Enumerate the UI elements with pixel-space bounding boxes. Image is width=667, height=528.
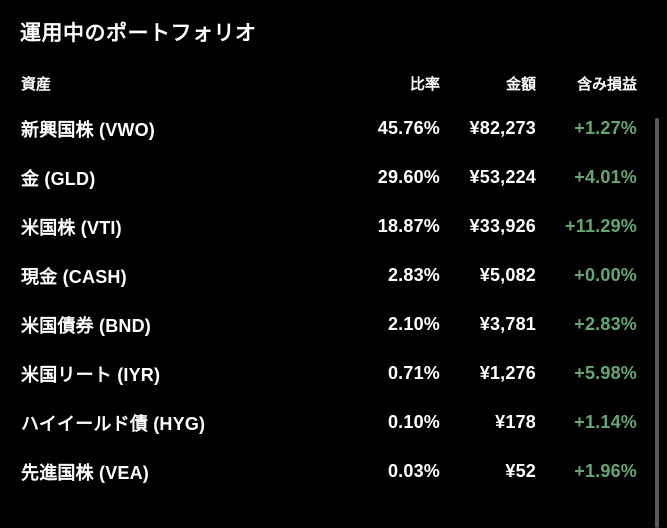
asset-name: 現金 (CASH) [21, 266, 127, 287]
page-title: 運用中のポートフォリオ [20, 22, 257, 45]
table-row[interactable]: 現金 (CASH) 2.83% ¥5,082 +0.00% [21, 251, 637, 300]
header-amount: 金額 [505, 75, 536, 93]
asset-name: 新興国株 (VWO) [21, 119, 155, 140]
asset-name: 金 (GLD) [21, 168, 96, 189]
asset-amount: ¥53,224 [469, 167, 536, 187]
asset-name: ハイイールド債 (HYG) [21, 413, 206, 434]
table-body[interactable]: 新興国株 (VWO) 45.76% ¥82,273 +1.27% 金 (GLD)… [21, 104, 637, 496]
asset-amount: ¥3,781 [479, 314, 536, 334]
table-header: 資産 比率 金額 含み損益 [21, 73, 637, 93]
asset-unrealized-pl: +4.01% [574, 167, 637, 187]
asset-amount: ¥1,276 [479, 363, 536, 383]
table-row[interactable]: ハイイールド債 (HYG) 0.10% ¥178 +1.14% [21, 398, 637, 447]
asset-name: 先進国株 (VEA) [21, 462, 149, 483]
asset-ratio: 0.71% [387, 363, 440, 383]
table-row[interactable]: 新興国株 (VWO) 45.76% ¥82,273 +1.27% [21, 104, 637, 153]
asset-amount: ¥82,273 [469, 118, 536, 138]
asset-ratio: 0.10% [387, 412, 440, 432]
asset-amount: ¥178 [495, 412, 536, 432]
asset-unrealized-pl: +1.96% [574, 461, 637, 481]
table-row[interactable]: 米国債券 (BND) 2.10% ¥3,781 +2.83% [21, 300, 637, 349]
asset-ratio: 29.60% [377, 167, 440, 187]
table-row[interactable]: 先進国株 (VEA) 0.03% ¥52 +1.96% [21, 447, 637, 496]
portfolio-panel: 運用中のポートフォリオ 資産 比率 金額 含み損益 新興国株 (VWO) 45.… [0, 20, 667, 528]
asset-ratio: 45.76% [377, 118, 440, 138]
asset-unrealized-pl: +2.83% [574, 314, 637, 334]
asset-unrealized-pl: +1.14% [574, 412, 637, 432]
asset-unrealized-pl: +1.27% [574, 118, 637, 138]
asset-ratio: 0.03% [387, 461, 440, 481]
asset-unrealized-pl: +11.29% [565, 216, 637, 236]
asset-ratio: 2.83% [387, 265, 440, 285]
asset-name: 米国リート (IYR) [21, 364, 161, 385]
asset-unrealized-pl: +0.00% [574, 265, 637, 285]
asset-amount: ¥52 [505, 461, 536, 481]
asset-amount: ¥33,926 [469, 216, 536, 236]
header-pl: 含み損益 [576, 75, 637, 93]
asset-ratio: 2.10% [387, 314, 440, 334]
table-row[interactable]: 米国リート (IYR) 0.71% ¥1,276 +5.98% [21, 349, 637, 398]
asset-name: 米国株 (VTI) [21, 217, 122, 238]
asset-name: 米国債券 (BND) [21, 315, 151, 336]
header-asset: 資産 [21, 75, 52, 93]
header-ratio: 比率 [409, 75, 440, 93]
table-row[interactable]: 米国株 (VTI) 18.87% ¥33,926 +11.29% [21, 202, 637, 251]
scrollbar-thumb[interactable] [655, 118, 659, 528]
asset-ratio: 18.87% [377, 216, 440, 236]
table-row[interactable]: 金 (GLD) 29.60% ¥53,224 +4.01% [21, 153, 637, 202]
asset-unrealized-pl: +5.98% [574, 363, 637, 383]
asset-amount: ¥5,082 [479, 265, 536, 285]
